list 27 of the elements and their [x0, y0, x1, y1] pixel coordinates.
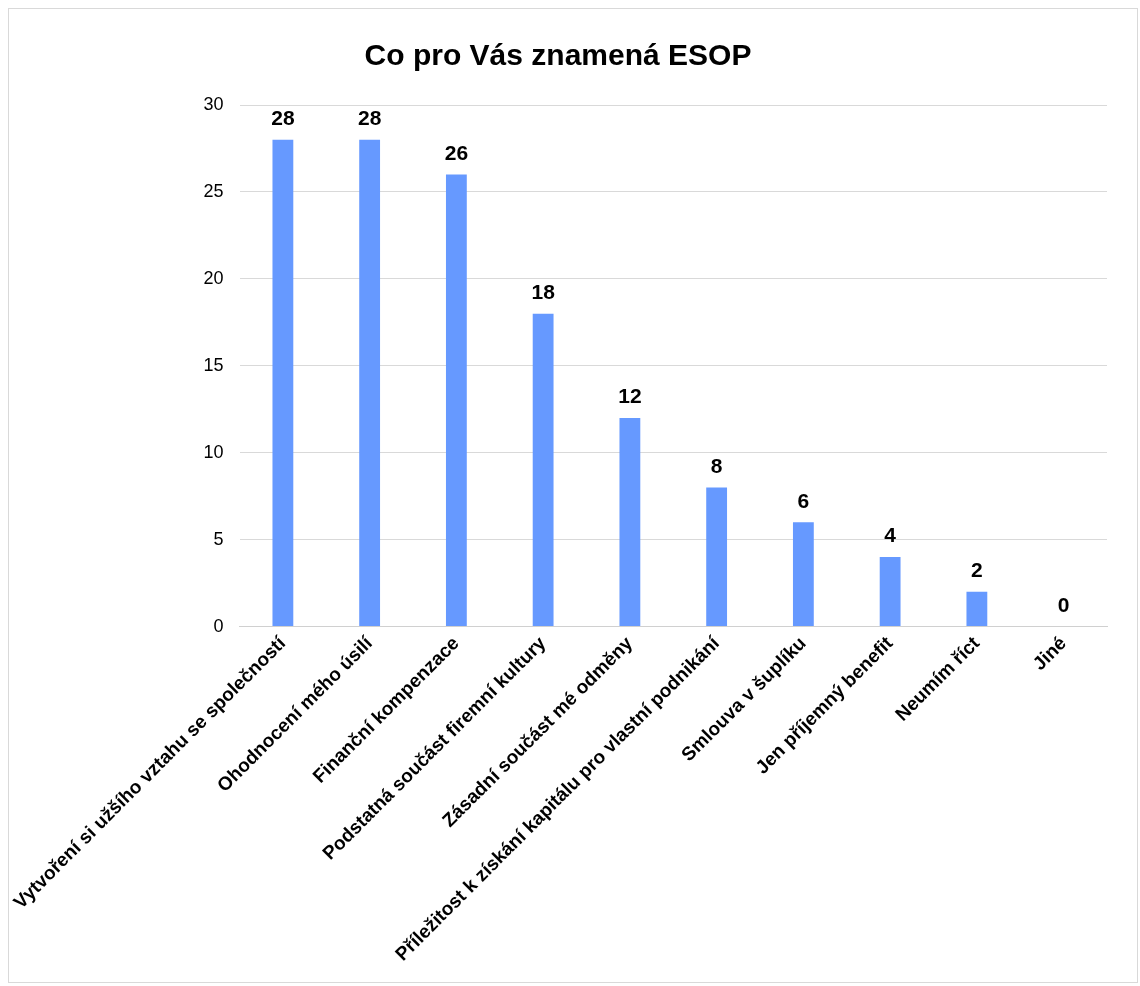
y-tick-label: 20: [203, 267, 224, 288]
data-label: 4: [884, 523, 897, 547]
data-label: 0: [1057, 592, 1070, 616]
y-tick-label: 25: [203, 180, 224, 201]
data-label: 26: [444, 140, 469, 164]
y-tick-label: 10: [203, 441, 224, 462]
data-label: 12: [618, 384, 642, 408]
bar: [272, 139, 294, 627]
bar: [792, 522, 814, 627]
bar: [532, 313, 554, 627]
bar: [879, 557, 901, 627]
y-tick-label: 15: [203, 354, 224, 375]
data-label: 18: [531, 279, 556, 303]
bar: [706, 487, 728, 627]
data-label: 28: [271, 106, 295, 130]
data-label: 28: [357, 106, 382, 130]
chart-title: Co pro Vás znamená ESOP: [364, 38, 752, 72]
bar: [445, 174, 467, 627]
data-label: 2: [971, 558, 983, 582]
y-tick-label: 0: [213, 615, 224, 636]
y-tick-label: 30: [203, 93, 224, 114]
data-label: 6: [797, 488, 810, 512]
y-tick-label: 5: [213, 528, 224, 549]
bar: [359, 139, 381, 627]
bar: [966, 591, 988, 627]
bar: [619, 417, 641, 627]
data-label: 8: [710, 453, 723, 477]
